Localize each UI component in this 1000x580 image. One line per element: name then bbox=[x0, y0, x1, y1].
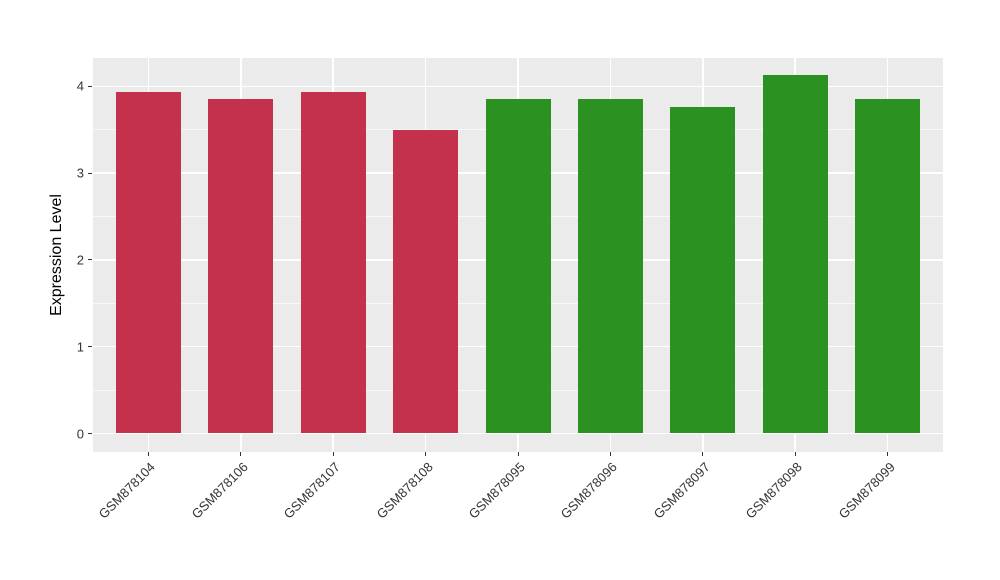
x-tick-label-GSM878099: GSM878099 bbox=[835, 459, 898, 522]
y-tick-label-1: 1 bbox=[76, 339, 84, 355]
y-tick-mark-2 bbox=[88, 259, 92, 261]
y-tick-label-3: 3 bbox=[76, 165, 84, 181]
bar-GSM878095 bbox=[485, 99, 551, 434]
bar-GSM878097 bbox=[670, 107, 736, 434]
x-tick-label-GSM878107: GSM878107 bbox=[280, 459, 344, 522]
bar-GSM878107 bbox=[300, 91, 366, 434]
x-tick-mark-GSM878099 bbox=[887, 452, 889, 456]
bar-GSM878099 bbox=[855, 99, 921, 434]
x-tick-label-GSM878098: GSM878098 bbox=[742, 459, 806, 522]
x-tick-label-GSM878097: GSM878097 bbox=[650, 459, 713, 522]
bar-GSM878108 bbox=[393, 129, 459, 434]
x-tick-mark-GSM878108 bbox=[425, 452, 427, 456]
x-tick-mark-GSM878095 bbox=[517, 452, 519, 456]
y-tick-label-2: 2 bbox=[76, 252, 84, 268]
plot-panel bbox=[93, 58, 943, 452]
x-tick-mark-GSM878106 bbox=[240, 452, 242, 456]
y-tick-label-4: 4 bbox=[76, 78, 84, 94]
x-tick-label-GSM878096: GSM878096 bbox=[558, 459, 621, 522]
bar-GSM878106 bbox=[208, 99, 274, 434]
bar-GSM878096 bbox=[577, 99, 643, 434]
x-tick-label-GSM878095: GSM878095 bbox=[465, 459, 528, 522]
y-tick-mark-4 bbox=[88, 85, 92, 87]
x-tick-mark-GSM878096 bbox=[609, 452, 611, 456]
x-tick-label-GSM878104: GSM878104 bbox=[96, 459, 159, 522]
x-tick-mark-GSM878107 bbox=[332, 452, 334, 456]
y-tick-mark-3 bbox=[88, 172, 92, 174]
bar-GSM878098 bbox=[762, 75, 828, 434]
x-tick-label-GSM878106: GSM878106 bbox=[188, 459, 251, 522]
bar-GSM878104 bbox=[115, 92, 181, 434]
x-tick-mark-GSM878097 bbox=[702, 452, 704, 456]
y-tick-mark-1 bbox=[88, 346, 92, 348]
x-tick-label-GSM878108: GSM878108 bbox=[373, 459, 436, 522]
y-tick-label-0: 0 bbox=[76, 426, 84, 441]
x-tick-mark-GSM878104 bbox=[147, 452, 149, 456]
x-tick-mark-GSM878098 bbox=[794, 452, 796, 456]
y-tick-mark-0 bbox=[88, 433, 92, 434]
